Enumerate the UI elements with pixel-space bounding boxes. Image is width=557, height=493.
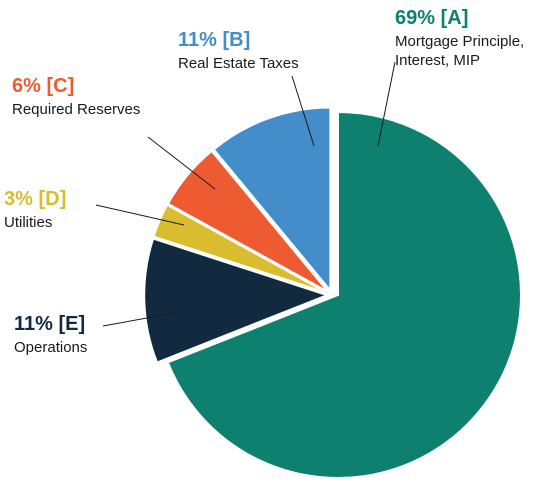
slice-percent-label-c: 6% [C]	[12, 75, 74, 97]
pie-slice-e	[143, 237, 331, 364]
pie-slice-a	[166, 110, 522, 479]
leader-line-d	[95, 204, 185, 226]
slice-percent-label-a: 69% [A]	[395, 7, 468, 29]
leader-line-c	[147, 136, 216, 190]
slice-description-b-0: Real Estate Taxes	[178, 55, 299, 72]
leader-line-e	[102, 311, 181, 327]
pie-slice-d	[152, 203, 329, 295]
slice-description-e-0: Operations	[14, 339, 87, 356]
slice-percent-label-d: 3% [D]	[4, 188, 66, 210]
leader-line-b	[291, 75, 315, 147]
slice-description-d-0: Utilities	[4, 214, 52, 231]
slice-description-a-0: Mortgage Principle,	[395, 33, 524, 50]
slice-percent-label-e: 11% [E]	[14, 313, 85, 335]
pie-slice-c	[166, 149, 330, 293]
leader-line-a	[377, 61, 396, 147]
slice-description-c-0: Required Reserves	[12, 101, 140, 118]
slice-percent-label-b: 11% [B]	[178, 29, 250, 51]
slice-description-a-1: Interest, MIP	[395, 52, 480, 69]
slice-labels: 69% [A] Mortgage Principle, Interest, MIP 1…	[4, 7, 524, 356]
leader-lines	[95, 61, 396, 327]
pie-slice-b	[212, 106, 332, 294]
pie-slices	[143, 106, 522, 479]
